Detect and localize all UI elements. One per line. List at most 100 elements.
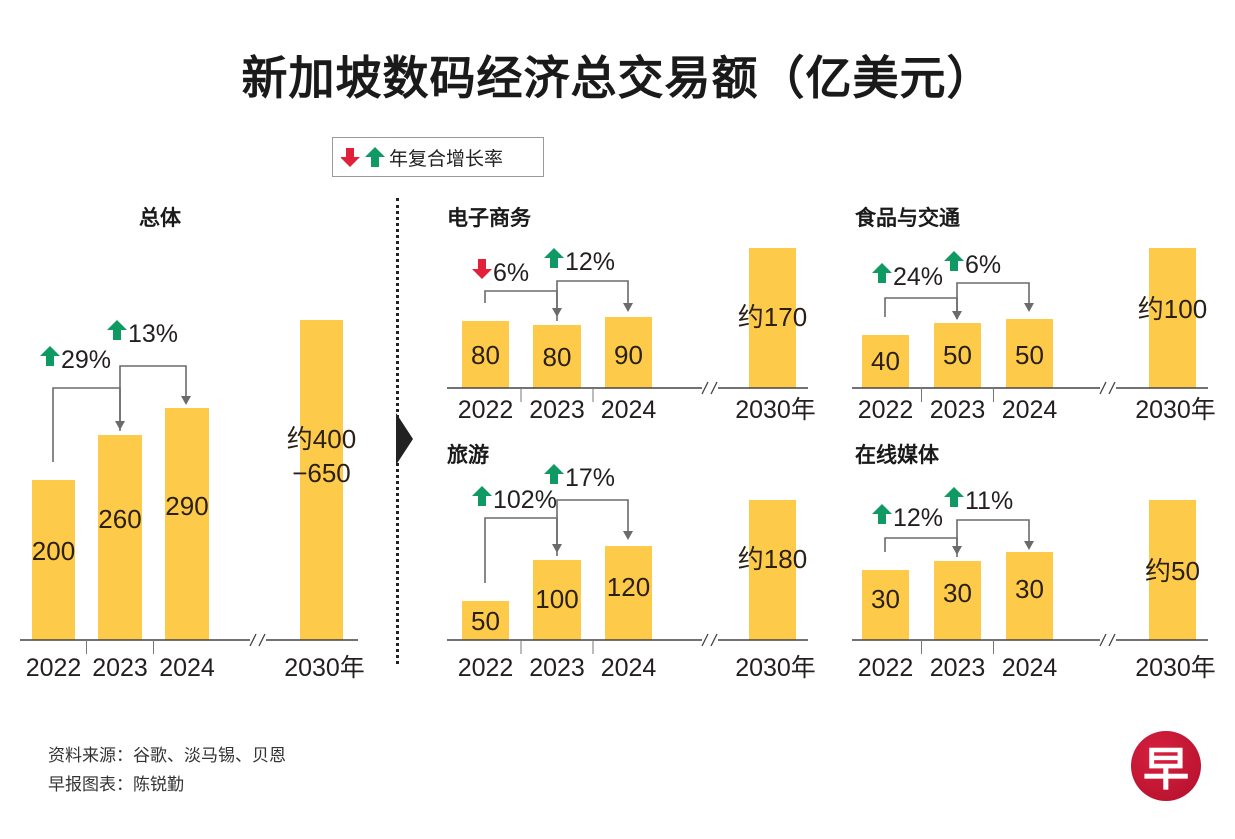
red-down-arrow-icon (472, 259, 492, 279)
axis-break-gap (702, 386, 718, 390)
panel-title: 在线媒体 (855, 443, 940, 467)
bar-value-label: −650 (292, 458, 351, 488)
green-up-arrow-icon (107, 320, 127, 340)
growth-connector (956, 282, 1030, 319)
bar-value-label: 40 (871, 346, 900, 376)
panel-title: 旅游 (447, 443, 489, 467)
bar-2023 (98, 435, 142, 640)
growth-rate-label: 17% (565, 464, 615, 492)
growth-connector (484, 290, 558, 309)
x-tick-label: 2022 (858, 654, 914, 682)
growth-connector (884, 537, 958, 552)
connector-arrowhead-icon (1024, 303, 1034, 312)
growth-connector (956, 519, 1030, 557)
green-up-arrow-icon (944, 487, 964, 507)
bar-value-label: 80 (543, 342, 572, 372)
growth-rate-label: 12% (893, 504, 943, 532)
bar-2023 (934, 323, 981, 388)
panel-title: 食品与交通 (855, 206, 960, 230)
bar-value-label: 约170 (738, 302, 807, 332)
bar-2024 (605, 317, 652, 388)
connector-arrowhead-icon (623, 531, 633, 540)
x-tick-label: 2024 (1002, 396, 1058, 424)
chart-panel-4: 在线媒体 30 2022 30 2023 30 2024 约50 2030年 12% 11% (852, 443, 1216, 682)
bar-2030年 (1149, 248, 1196, 388)
bar-2023 (533, 325, 581, 388)
axis-break-mark (258, 633, 266, 647)
bar-2022 (862, 335, 909, 388)
x-tick-label: 2022 (26, 654, 82, 682)
growth-rate-label: 24% (893, 263, 943, 291)
x-tick-label: 2023 (92, 654, 148, 682)
x-tick-label: 2030年 (1135, 654, 1216, 682)
x-tick-label: 2030年 (735, 654, 816, 682)
bar-2022 (32, 480, 75, 640)
legend-arrows (341, 147, 385, 167)
x-tick-label: 2022 (458, 396, 514, 424)
logo-char: 早 (1143, 742, 1189, 796)
growth-rate-label: 29% (61, 346, 111, 374)
x-tick-label: 2030年 (284, 654, 365, 682)
source-line: 资料来源：谷歌、淡马锡、贝恩 (48, 746, 286, 766)
source-note: 资料来源：谷歌、淡马锡、贝恩 早报图表：陈锐勤 (48, 742, 286, 800)
axis-break-mark (710, 381, 718, 395)
growth-connector (119, 365, 187, 431)
green-up-arrow-icon (544, 248, 564, 268)
chart-panel-2: 食品与交通 40 2022 50 2023 50 2024 约100 2030年 24% 6% (852, 206, 1216, 424)
bar-value-label: 约50 (1145, 556, 1200, 586)
x-tick-label: 2030年 (1135, 396, 1216, 424)
axis-break-gap (250, 638, 266, 642)
bar-2030年 (749, 500, 796, 640)
growth-rate-label: 13% (128, 320, 178, 348)
chart-title: 新加坡数码经济总交易额（亿美元） (241, 51, 994, 105)
bar-2024 (1006, 319, 1053, 388)
legend: 年复合增长率 (332, 137, 544, 177)
bar-2022 (862, 570, 909, 640)
green-up-arrow-icon (365, 147, 385, 167)
axis-break-mark (1108, 633, 1116, 647)
x-tick-label: 2023 (529, 396, 585, 424)
panel-title: 总体 (139, 206, 182, 230)
bar-value-label: 90 (614, 340, 643, 370)
growth-connector (556, 499, 629, 556)
bar-value-label: 80 (471, 340, 500, 370)
x-tick-label: 2022 (858, 396, 914, 424)
connector-arrowhead-icon (623, 303, 633, 312)
x-tick-label: 2024 (159, 654, 215, 682)
bar-2030年 (749, 248, 796, 388)
growth-connector (884, 297, 958, 317)
bar-value-label: 50 (1015, 340, 1044, 370)
connector-arrowhead-icon (1024, 541, 1034, 550)
green-up-arrow-icon (872, 263, 892, 283)
green-up-arrow-icon (944, 251, 964, 271)
axis-break-mark (1108, 381, 1116, 395)
chart-panel-3: 旅游 50 2022 100 2023 120 2024 约180 2030年 102% 17% (447, 443, 816, 682)
growth-rate-label: 6% (493, 259, 529, 287)
bar-value-label: 290 (165, 491, 208, 521)
axis-break-mark (249, 633, 257, 647)
credit-line: 早报图表：陈锐勤 (48, 775, 184, 795)
x-tick-label: 2023 (930, 396, 986, 424)
bar-value-label: 50 (943, 340, 972, 370)
bar-value-label: 约180 (738, 544, 807, 574)
green-up-arrow-icon (544, 464, 564, 484)
growth-connector (556, 280, 629, 321)
bar-2023 (533, 560, 581, 640)
growth-rate-label: 12% (565, 248, 615, 276)
zaobao-logo-icon: 早 (1131, 731, 1201, 801)
bar-value-label: 50 (471, 606, 500, 636)
bar-value-label: 120 (607, 572, 650, 602)
green-up-arrow-icon (40, 346, 60, 366)
x-tick-label: 2030年 (735, 396, 816, 424)
axis-break-gap (1100, 638, 1116, 642)
connector-arrowhead-icon (181, 396, 191, 405)
panel-title: 电子商务 (447, 206, 532, 230)
x-tick-label: 2023 (529, 654, 585, 682)
red-down-arrow-icon (341, 148, 360, 167)
bar-value-label: 260 (98, 504, 141, 534)
x-tick-label: 2024 (601, 654, 657, 682)
growth-rate-label: 6% (965, 251, 1001, 279)
bar-value-label: 100 (535, 584, 578, 614)
axis-break-gap (702, 638, 718, 642)
